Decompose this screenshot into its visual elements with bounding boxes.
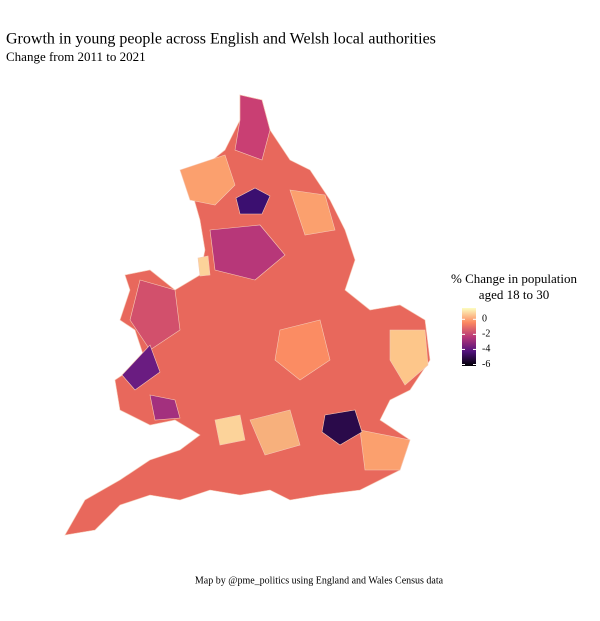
colorbar-tick-label: -2 xyxy=(482,329,490,340)
region xyxy=(214,414,246,446)
colorbar xyxy=(462,308,476,366)
region xyxy=(359,429,411,471)
region xyxy=(209,224,286,281)
region xyxy=(121,344,161,391)
region xyxy=(249,409,301,456)
region xyxy=(129,279,181,351)
legend-title: aged 18 to 30 xyxy=(479,287,549,302)
colorbar-tick-label: -4 xyxy=(482,344,490,355)
map xyxy=(64,94,431,536)
region xyxy=(274,319,331,381)
caption: Map by @pme_politics using England and W… xyxy=(195,575,444,586)
region xyxy=(149,394,181,421)
region xyxy=(235,187,271,215)
region xyxy=(289,189,336,236)
region xyxy=(197,255,211,277)
legend: % Change in population aged 18 to 30 0 -2… xyxy=(451,271,578,370)
colorbar-tick-label: 0 xyxy=(482,314,487,325)
subtitle: Change from 2011 to 2021 xyxy=(6,49,146,64)
legend-title: % Change in population xyxy=(451,271,578,286)
region xyxy=(389,329,429,386)
region xyxy=(179,154,236,206)
region xyxy=(234,94,271,161)
colorbar-tick-label: -6 xyxy=(482,359,490,370)
region xyxy=(321,409,363,446)
title: Growth in young people across English an… xyxy=(6,31,436,48)
